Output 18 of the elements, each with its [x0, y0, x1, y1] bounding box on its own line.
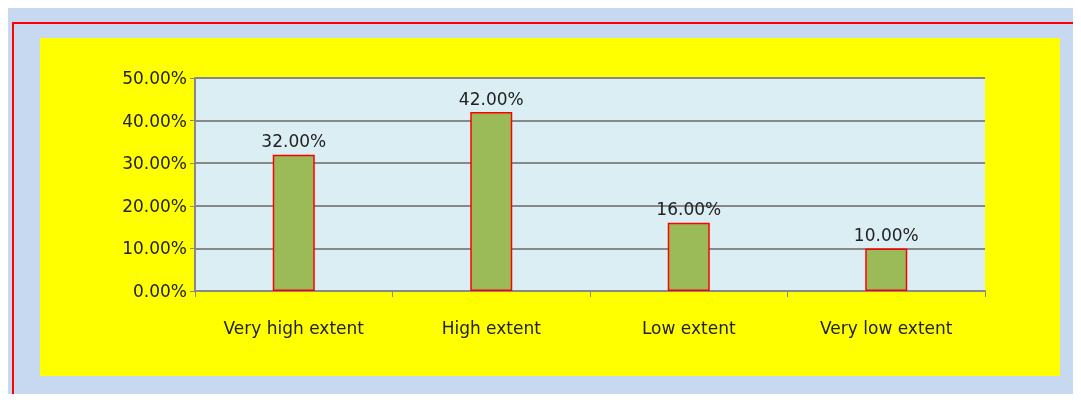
y-tick-label: 30.00% [122, 153, 187, 174]
data-label: 42.00% [458, 88, 524, 109]
y-tick-label: 40.00% [122, 110, 187, 131]
y-tick-label: 0.00% [132, 281, 187, 301]
x-tick-label: High extent [441, 317, 542, 338]
data-label: 32.00% [261, 131, 327, 152]
bar [272, 154, 315, 291]
x-tick-label: Low extent [641, 317, 736, 338]
bar [667, 222, 710, 291]
y-tick-label: 10.00% [122, 238, 187, 259]
y-tick-label: 50.00% [122, 68, 187, 88]
bar [865, 248, 908, 291]
data-label: 10.00% [853, 224, 919, 245]
y-tick-label: 20.00% [122, 195, 187, 216]
data-label: 16.00% [656, 199, 722, 220]
x-tick-label: Very low extent [820, 317, 953, 338]
bar [470, 112, 513, 291]
x-tick-label: Very high extent [223, 317, 365, 338]
